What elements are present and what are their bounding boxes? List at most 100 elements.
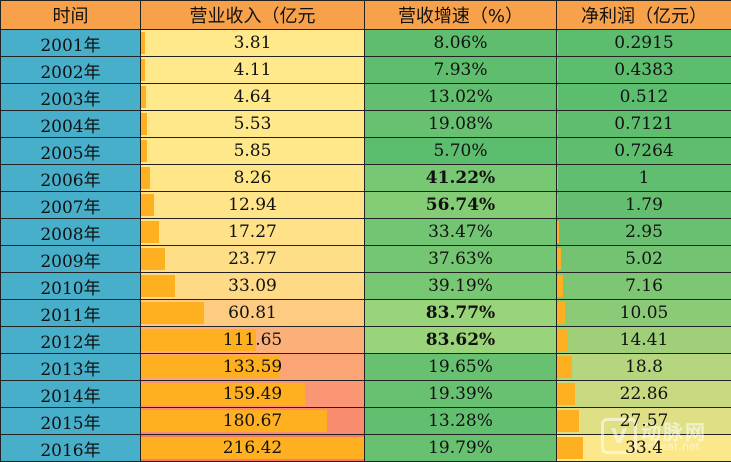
header-growth: 营收增速（%） (365, 1, 557, 30)
year-cell: 2006年 (1, 165, 141, 192)
year-cell: 2011年 (1, 300, 141, 327)
table-row: 2011年 60.81 83.77%10.05 (1, 300, 731, 327)
profit-cell: 0.7264 (557, 138, 731, 165)
year-cell: 2002年 (1, 57, 141, 84)
revenue-data-bar (141, 32, 145, 54)
revenue-cell: 4.11 (141, 57, 365, 84)
revenue-value: 17.27 (228, 222, 277, 242)
profit-cell: 0.2915 (557, 30, 731, 57)
revenue-cell: 180.67 (141, 408, 365, 435)
growth-cell: 19.08% (365, 111, 557, 138)
revenue-value: 4.64 (234, 87, 272, 107)
year-cell: 2009年 (1, 246, 141, 273)
revenue-cell: 23.77 (141, 246, 365, 273)
profit-data-bar (557, 113, 558, 135)
profit-value: 0.7264 (614, 141, 673, 161)
revenue-cell: 4.64 (141, 84, 365, 111)
profit-cell: 1 (557, 165, 731, 192)
profit-value: 7.16 (625, 276, 663, 296)
growth-cell: 41.22% (365, 165, 557, 192)
year-cell: 2005年 (1, 138, 141, 165)
year-cell: 2014年 (1, 381, 141, 408)
header-row: 时间 营业收入（亿元 营收增速（%） 净利润（亿元） (1, 1, 731, 30)
year-cell: 2015年 (1, 408, 141, 435)
revenue-cell: 17.27 (141, 219, 365, 246)
profit-cell: 18.8 (557, 354, 731, 381)
profit-data-bar (557, 410, 579, 432)
growth-cell: 13.02% (365, 84, 557, 111)
revenue-value: 3.81 (234, 33, 272, 53)
profit-value: 5.02 (625, 249, 663, 269)
profit-data-bar (557, 248, 561, 270)
profit-data-bar (557, 194, 558, 216)
revenue-cell: 5.53 (141, 111, 365, 138)
profit-cell: 0.7121 (557, 111, 731, 138)
year-cell: 2013年 (1, 354, 141, 381)
profit-data-bar (557, 86, 558, 108)
revenue-cell: 216.42 (141, 435, 365, 462)
growth-cell: 33.47% (365, 219, 557, 246)
growth-cell: 19.39% (365, 381, 557, 408)
profit-cell: 5.02 (557, 246, 731, 273)
revenue-value: 5.53 (234, 114, 272, 134)
year-cell: 2012年 (1, 327, 141, 354)
year-cell: 2016年 (1, 435, 141, 462)
revenue-data-bar (141, 167, 150, 189)
growth-cell: 19.79% (365, 435, 557, 462)
profit-data-bar (557, 167, 558, 189)
profit-data-bar (557, 437, 583, 459)
profit-data-bar (557, 383, 575, 405)
revenue-value: 60.81 (228, 303, 277, 323)
revenue-cell: 33.09 (141, 273, 365, 300)
profit-value: 33.4 (625, 438, 663, 458)
growth-cell: 37.63% (365, 246, 557, 273)
profit-data-bar (557, 32, 558, 54)
header-profit: 净利润（亿元） (557, 1, 731, 30)
revenue-cell: 12.94 (141, 192, 365, 219)
profit-cell: 14.41 (557, 327, 731, 354)
profit-data-bar (557, 140, 558, 162)
profit-value: 0.4383 (614, 60, 673, 80)
profit-value: 18.8 (625, 357, 663, 377)
growth-cell: 56.74% (365, 192, 557, 219)
growth-cell: 39.19% (365, 273, 557, 300)
growth-cell: 83.62% (365, 327, 557, 354)
profit-value: 0.7121 (614, 114, 673, 134)
revenue-data-bar (141, 140, 147, 162)
growth-cell: 13.28% (365, 408, 557, 435)
revenue-cell: 3.81 (141, 30, 365, 57)
profit-cell: 2.95 (557, 219, 731, 246)
year-cell: 2007年 (1, 192, 141, 219)
year-cell: 2004年 (1, 111, 141, 138)
growth-cell: 19.65% (365, 354, 557, 381)
profit-value: 14.41 (620, 330, 669, 350)
revenue-value: 33.09 (228, 276, 277, 296)
revenue-value: 4.11 (234, 60, 272, 80)
profit-value: 2.95 (625, 222, 663, 242)
revenue-cell: 5.85 (141, 138, 365, 165)
profit-cell: 10.05 (557, 300, 731, 327)
profit-data-bar (557, 302, 565, 324)
revenue-data-bar (141, 86, 146, 108)
header-time: 时间 (1, 1, 141, 30)
revenue-data-bar (141, 194, 154, 216)
profit-value: 22.86 (620, 384, 669, 404)
revenue-cell: 133.59 (141, 354, 365, 381)
revenue-cell: 159.49 (141, 381, 365, 408)
year-cell: 2008年 (1, 219, 141, 246)
growth-cell: 83.77% (365, 300, 557, 327)
profit-data-bar (557, 221, 559, 243)
profit-value: 27.57 (620, 411, 669, 431)
table-row: 2009年 23.77 37.63% 5.02 (1, 246, 731, 273)
revenue-data-bar (141, 59, 145, 81)
revenue-value: 23.77 (228, 249, 277, 269)
